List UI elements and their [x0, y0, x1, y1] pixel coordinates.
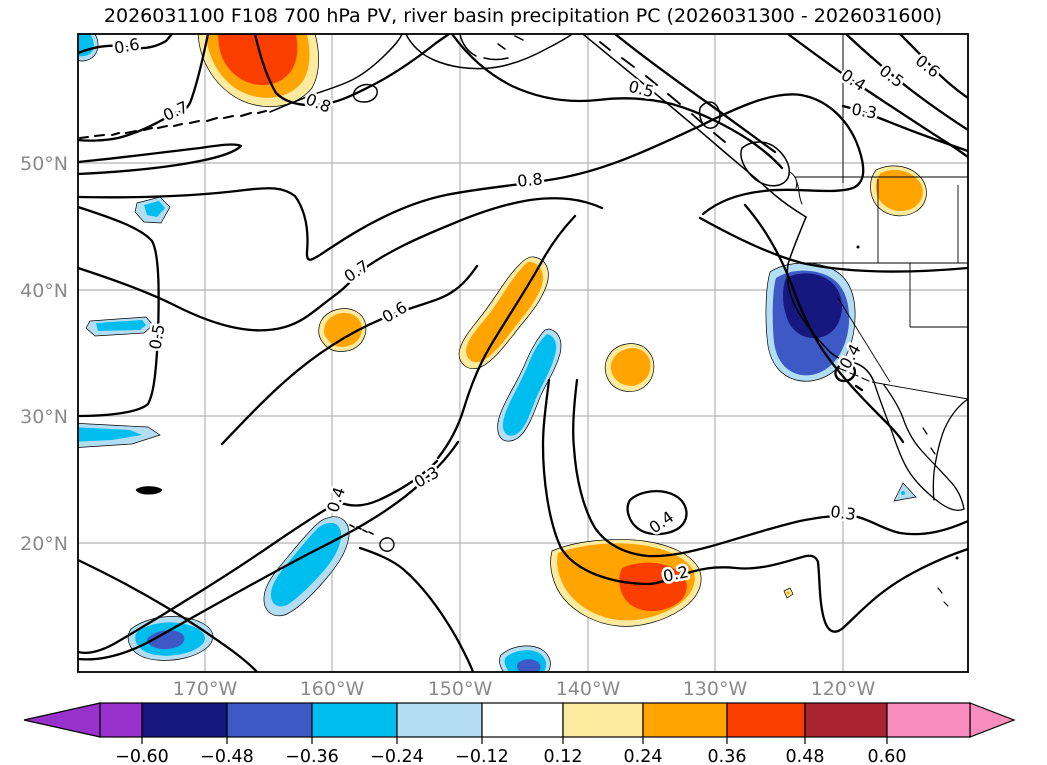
colorbar-segment	[726, 702, 806, 738]
colorbar-tick-label: −0.48	[200, 747, 254, 765]
contour-label: 0.5	[145, 323, 168, 351]
x-axis-tick-label: 170°W	[173, 678, 238, 700]
contour-label: 0.6	[912, 51, 944, 82]
colorbar-tick-label: 0.12	[544, 747, 583, 765]
contour-label: 0.3	[829, 502, 857, 524]
contour-label: 0.4	[323, 485, 349, 515]
colorbar-tick-label: 0.24	[624, 747, 663, 765]
colorbar-segment	[804, 702, 888, 738]
contour-label: 0.7	[341, 256, 373, 286]
y-axis-tick-label: 50°N	[20, 153, 68, 175]
contour-label: 0.3	[850, 99, 878, 122]
colorbar-tick-label: 0.60	[868, 747, 907, 765]
contour-label: 0.8	[303, 89, 334, 116]
colorbar-right-arrow	[969, 702, 1016, 738]
colorbar-segment	[562, 702, 644, 738]
colorbar-segment	[481, 702, 564, 738]
colorbar-segment	[642, 702, 728, 738]
plot-title: 2026031100 F108 700 hPa PV, river basin …	[104, 5, 942, 27]
colorbar-tick-label: −0.36	[285, 747, 339, 765]
x-axis-tick-label: 150°W	[428, 678, 493, 700]
colorbar-segment	[226, 702, 313, 738]
state-borders	[794, 34, 968, 400]
colorbar-tick-label: 0.36	[708, 747, 747, 765]
colorbar-segment	[396, 702, 483, 738]
colorbar-tick-label: −0.24	[370, 747, 424, 765]
colorbar-tick-label: −0.60	[115, 747, 169, 765]
colorbar: −0.60 −0.48 −0.36 −0.24 −0.12 0.12 0.24 0.36 0.4…	[23, 702, 1016, 765]
shaded-regions	[78, 34, 927, 672]
x-axis-tick-label: 160°W	[300, 678, 365, 700]
x-axis-tick-label: 130°W	[683, 678, 748, 700]
x-axis-tick-label: 140°W	[556, 678, 621, 700]
contour-lines	[78, 34, 968, 672]
colorbar-tick-label: −0.12	[455, 747, 509, 765]
x-axis-tick-label: 120°W	[811, 678, 876, 700]
colorbar-left-arrow	[23, 702, 101, 738]
contour-label: 0.7	[160, 97, 191, 125]
colorbar-tick-label: 0.48	[786, 747, 825, 765]
axis-labels: 50°N 40°N 30°N 20°N 170°W 160°W 150°W 140°W 130°…	[20, 153, 875, 700]
colorbar-segment	[886, 702, 971, 738]
y-axis-tick-label: 20°N	[20, 533, 68, 555]
colorbar-segment	[99, 702, 143, 738]
y-axis-tick-label: 30°N	[20, 406, 68, 428]
contour-label: 0.6	[379, 298, 411, 327]
y-axis-tick-label: 40°N	[20, 280, 68, 302]
colorbar-segment	[141, 702, 228, 738]
colorbar-segment	[311, 702, 398, 738]
map-frame	[77, 33, 969, 673]
contour-label: 0.8	[516, 169, 543, 191]
contour-label: 0.6	[113, 34, 141, 57]
